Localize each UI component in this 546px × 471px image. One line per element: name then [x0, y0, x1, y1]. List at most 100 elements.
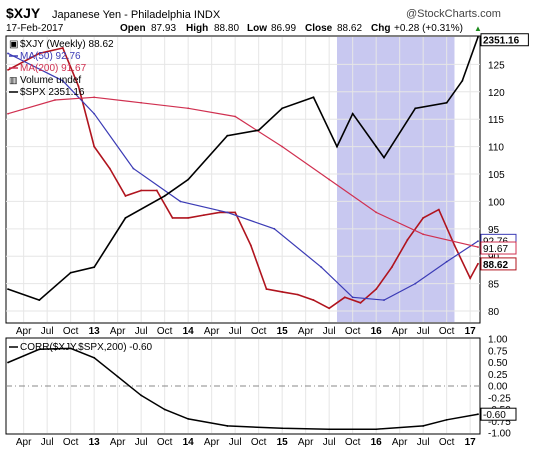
xjy-price-point	[312, 299, 315, 301]
main-series-group	[7, 36, 479, 310]
corr-y-tick-label: 1.00	[488, 335, 508, 346]
ma50-point	[179, 200, 182, 203]
ma50-point	[61, 79, 64, 82]
ma200-point	[93, 96, 96, 99]
xjy-price-point	[140, 189, 143, 192]
high-value: 88.80	[214, 23, 239, 34]
xjy-price-point	[93, 145, 96, 148]
corr-x-tick-label: Oct	[251, 437, 267, 448]
ma50-point	[7, 52, 9, 55]
corr-y-tick-label: -0.75	[488, 417, 511, 428]
spx-point	[336, 145, 338, 148]
chg-value: +0.28 (+0.31%)	[394, 23, 463, 34]
xjy-price-point	[406, 238, 409, 241]
x-tick-label: Jul	[229, 326, 242, 337]
x-tick-label: Apr	[298, 326, 314, 337]
corr-y-tick-label: -1.00	[488, 429, 511, 440]
xjy-price-point	[422, 216, 425, 219]
corr-gridlines	[6, 339, 480, 433]
x-tick-label: 13	[89, 326, 101, 337]
x-tick-label: Jul	[417, 326, 430, 337]
legend-ma200: MA(200) 91.67	[20, 63, 87, 74]
y-tick-label: 110	[488, 143, 504, 154]
legend-ma50: MA(50) 92.76	[20, 51, 81, 62]
chg-up-arrow-icon: ▲	[474, 24, 482, 33]
spx-point	[38, 299, 41, 301]
corr-series-group	[7, 347, 479, 431]
corr-y-tick-label: 0.50	[488, 358, 508, 369]
spx-point	[375, 145, 378, 148]
spx-point	[226, 134, 229, 137]
legend-spx: $SPX 2351.16	[20, 87, 85, 98]
xjy-price-point	[155, 189, 158, 192]
ma50-point	[383, 299, 385, 301]
ma50-point	[414, 282, 417, 285]
x-tick-label: Oct	[63, 326, 79, 337]
corr-title: CORR($XJY,$SPX,200) -0.60	[20, 342, 153, 353]
x-tick-label: Oct	[345, 326, 361, 337]
low-value: 86.99	[271, 23, 296, 34]
corr-x-axis: Apr Jul Oct 13 Apr Jul Oct 14 Apr Jul Oct 15 Apr Jul O…	[16, 437, 476, 448]
corr-x-tick-label: 15	[277, 437, 289, 448]
legend: ▣ $XJY (Weekly) 88.62 MA(50) 92.76 MA(20…	[9, 39, 114, 98]
spx-point	[414, 107, 417, 110]
spx-point	[93, 266, 96, 269]
xjy-price-point	[477, 262, 479, 265]
price-last-label: 88.62	[483, 260, 508, 271]
corr-point	[422, 425, 425, 427]
corr-point	[38, 348, 41, 351]
corr-point	[281, 427, 284, 430]
main-y-axis: 80859095100105110115120125	[488, 60, 505, 318]
legend-volume: Volume undef	[20, 75, 81, 86]
ma200-point	[328, 178, 331, 181]
corr-point	[445, 418, 448, 421]
corr-x-tick-label: Apr	[16, 437, 32, 448]
spx-point	[281, 107, 284, 110]
corr-point	[7, 361, 9, 364]
x-tick-label: Oct	[157, 326, 173, 337]
ma200-last-label: 91.67	[483, 244, 508, 255]
y-tick-label: 100	[488, 197, 505, 208]
spx-point	[124, 216, 127, 219]
instrument-name: Japanese Yen - Philadelphia INDX	[52, 9, 221, 21]
ma200-point	[281, 145, 284, 148]
x-tick-label: Jul	[41, 326, 54, 337]
x-tick-label: Apr	[16, 326, 32, 337]
y-tick-label: 115	[488, 115, 504, 126]
corr-y-tick-label: -0.25	[488, 393, 511, 404]
ma200-point	[234, 115, 237, 118]
chg-label: Chg	[371, 23, 390, 34]
ma50-point	[132, 167, 135, 170]
x-tick-label: Jul	[135, 326, 148, 337]
y-tick-label: 120	[488, 88, 505, 99]
spx-point	[69, 271, 72, 274]
ma200-point	[54, 99, 56, 101]
x-tick-label: 15	[277, 326, 289, 337]
xjy-price-point	[38, 52, 41, 55]
x-tick-label: Apr	[392, 326, 408, 337]
spx-point	[461, 79, 464, 82]
ma50-point	[93, 112, 96, 115]
main-gridlines	[6, 37, 480, 322]
xjy-price-point	[359, 301, 362, 304]
corr-y-tick-label: 0.25	[488, 370, 508, 381]
corr-x-tick-label: Jul	[323, 437, 336, 448]
xjy-price-point	[218, 211, 221, 214]
corr-point	[328, 428, 331, 431]
shaded-region	[337, 37, 455, 322]
spx-point	[312, 96, 315, 99]
y-tick-label: 85	[488, 280, 500, 291]
ma200-point	[187, 107, 190, 110]
ma50-point	[320, 266, 323, 269]
xjy-price-point	[390, 266, 393, 269]
shaded-period	[337, 37, 455, 322]
corr-x-tick-label: 13	[89, 437, 101, 448]
corr-point	[375, 428, 378, 431]
corr-x-tick-label: Apr	[204, 437, 220, 448]
ma50-point	[351, 296, 354, 299]
volume-bars-icon: ▥	[9, 75, 18, 85]
xjy-price-point	[234, 211, 237, 214]
open-value: 87.93	[151, 23, 176, 34]
ma50-point	[273, 227, 276, 230]
